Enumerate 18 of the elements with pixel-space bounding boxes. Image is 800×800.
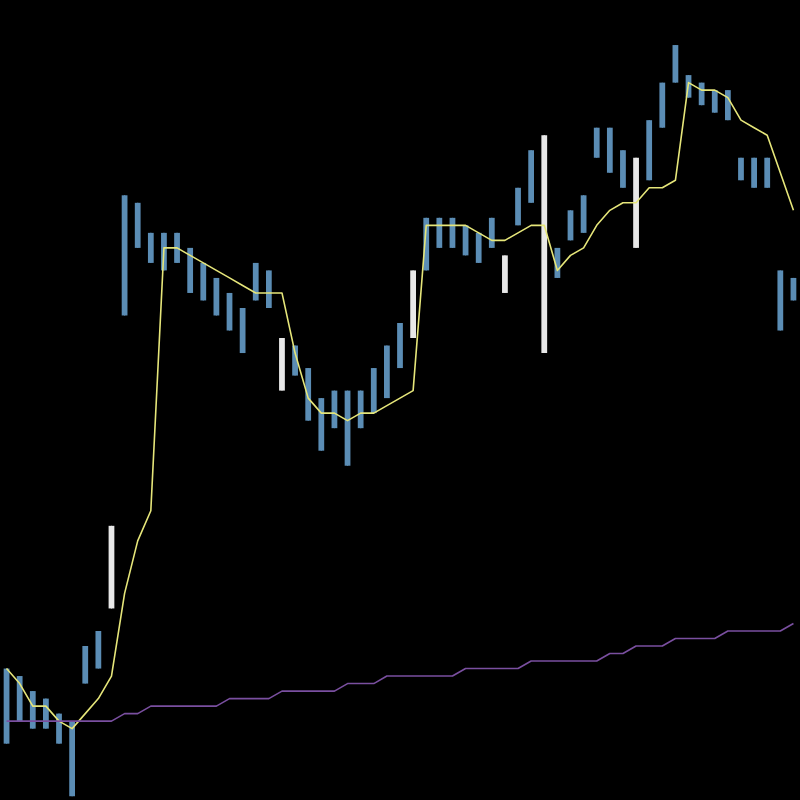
candlestick: [659, 82, 666, 129]
candlestick: [95, 630, 102, 670]
candlestick: [174, 232, 180, 264]
candlestick: [620, 149, 626, 189]
candlestick: [436, 217, 443, 249]
candlestick: [764, 157, 771, 189]
candlestick: [187, 247, 194, 294]
candlestick: [134, 202, 141, 249]
candlestick: [475, 232, 482, 264]
candlestick: [370, 367, 377, 414]
candlestick: [265, 269, 272, 309]
candlestick: [593, 127, 600, 159]
candlestick: [82, 645, 89, 685]
candlestick: [751, 157, 757, 189]
candlestick: [147, 232, 154, 264]
candlestick: [606, 127, 613, 174]
candlestick: [502, 254, 508, 294]
candlestick: [397, 323, 403, 369]
